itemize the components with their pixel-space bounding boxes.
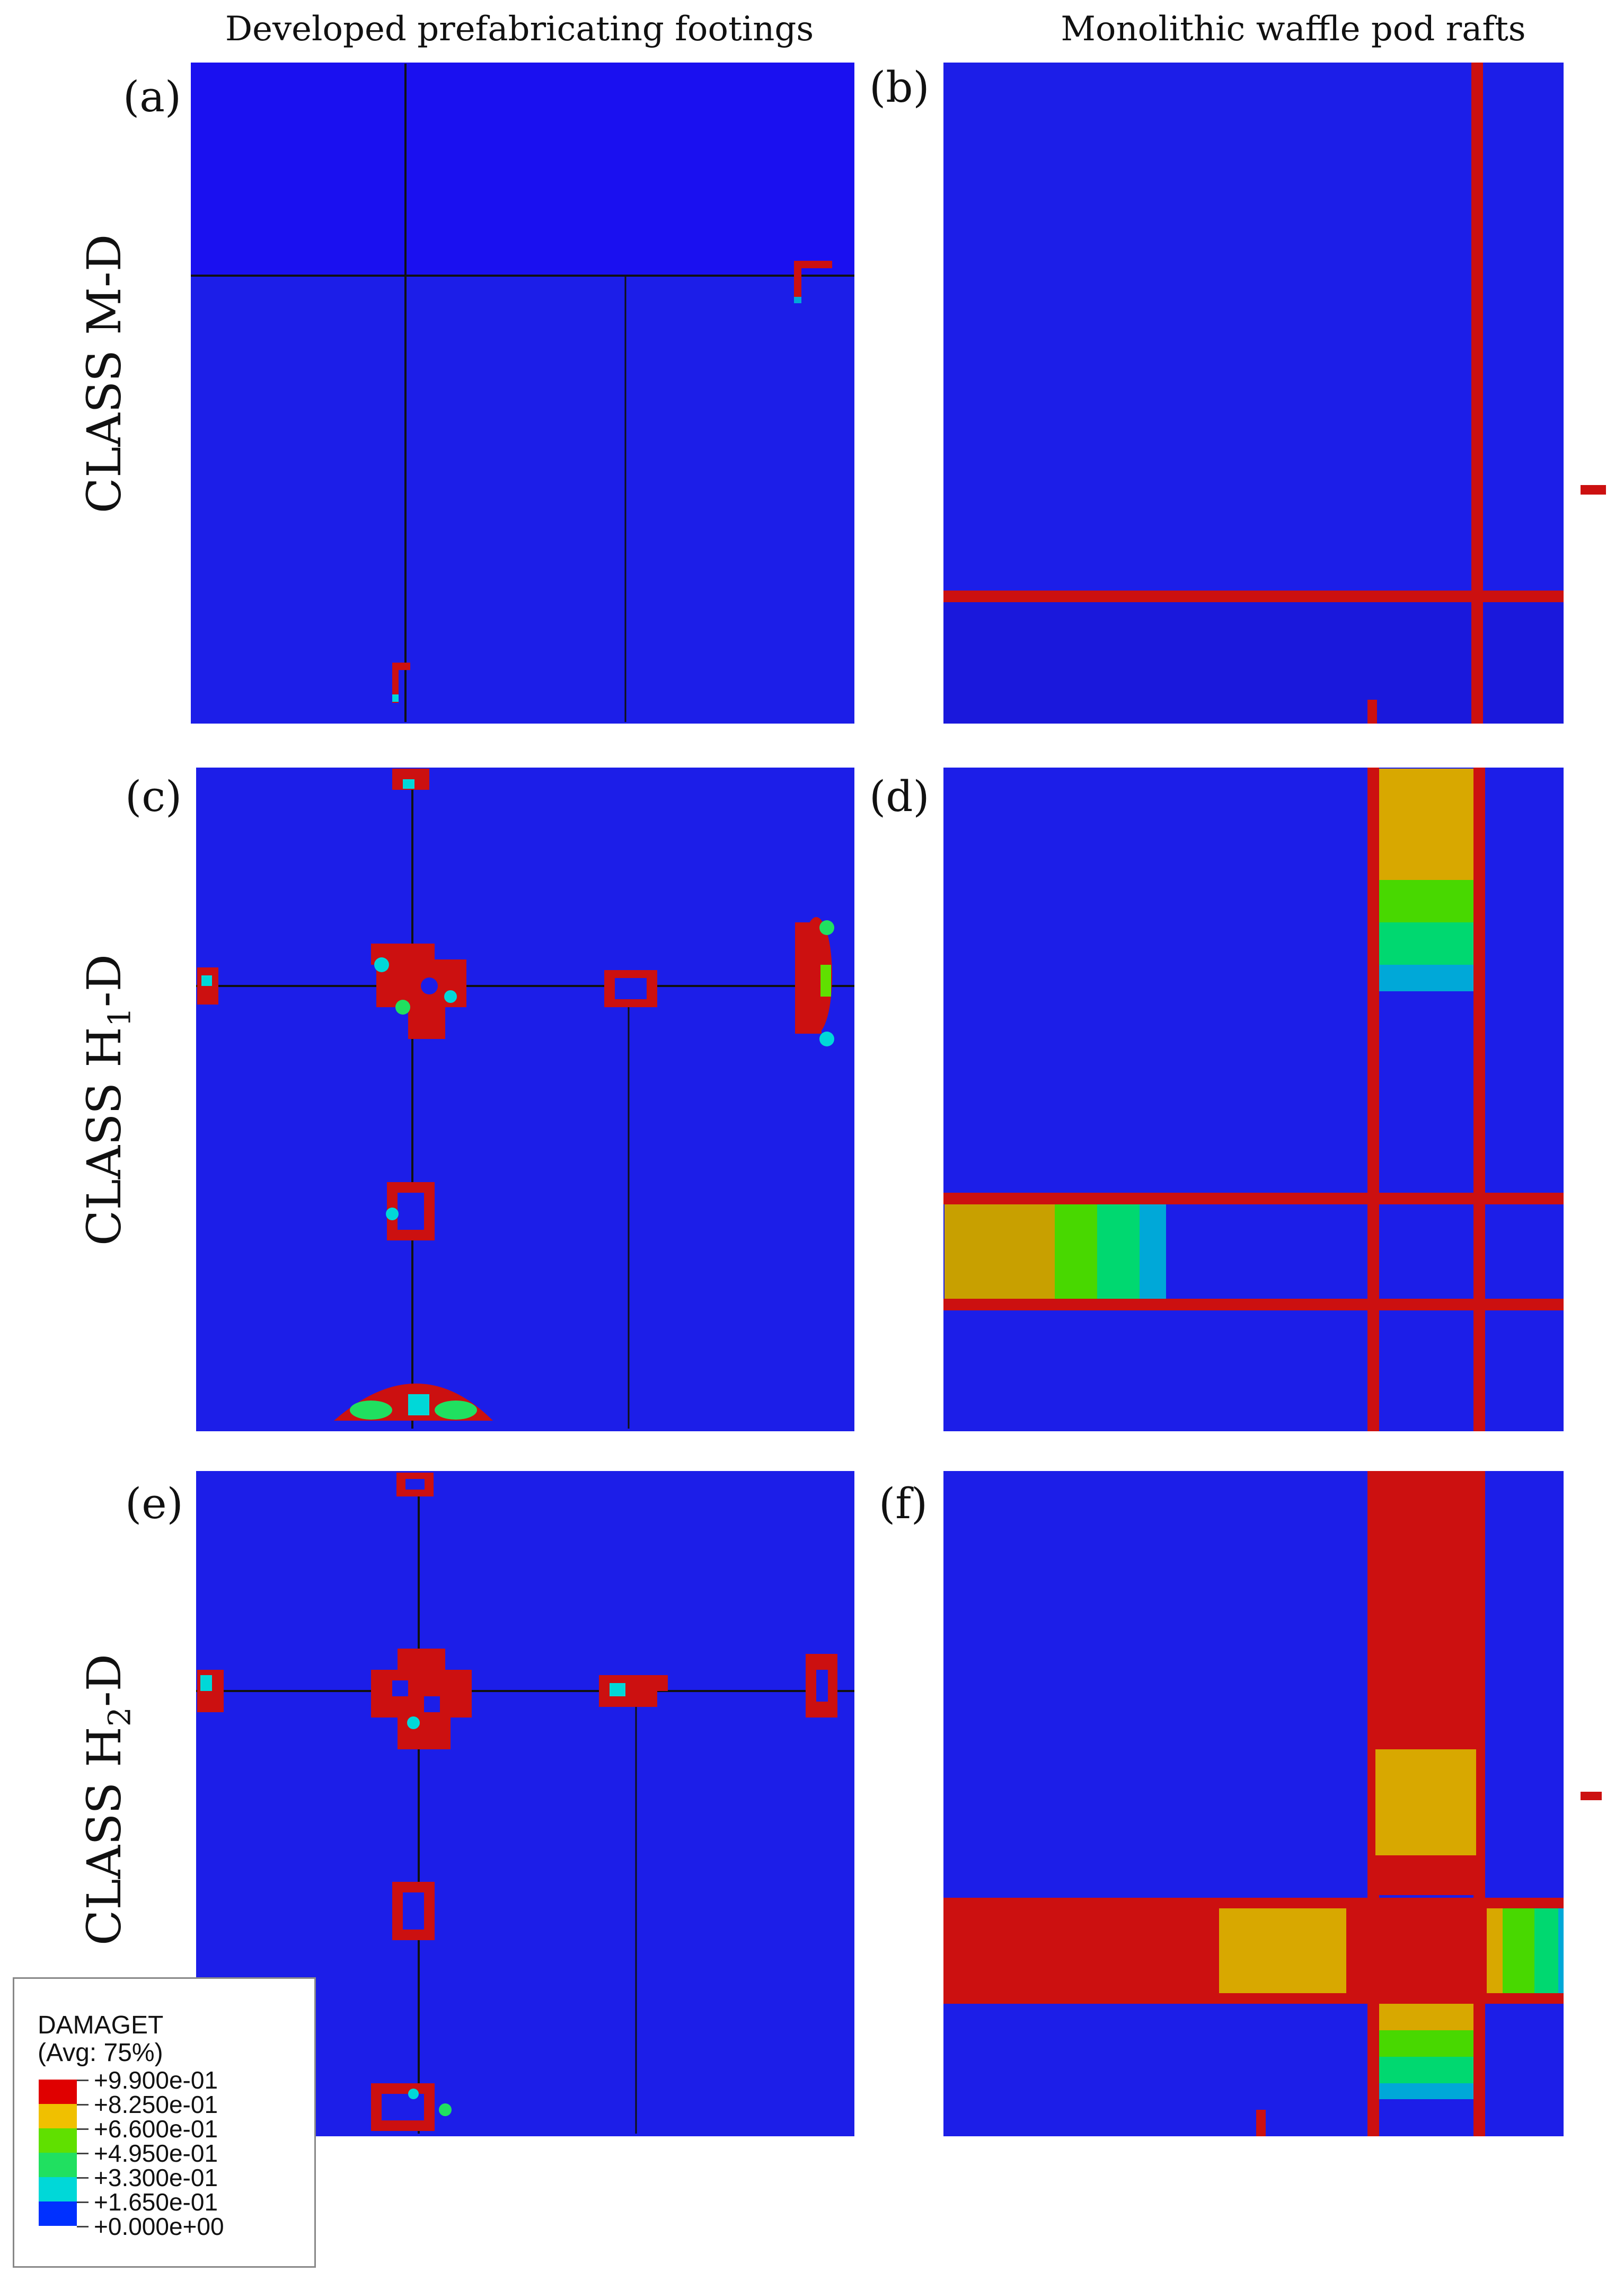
- panel-label-b: (b): [869, 63, 930, 112]
- panel-c-contour: [196, 768, 854, 1431]
- legend-value-2: +8.250e-01: [94, 2091, 218, 2118]
- legend-swatch-4: [39, 2153, 77, 2177]
- panel-label-e: (e): [125, 1479, 183, 1528]
- legend-value-6: +1.650e-01: [94, 2188, 218, 2216]
- legend-swatch-1: [39, 2080, 77, 2104]
- legend-tick: [77, 2153, 89, 2154]
- panel-label-d: (d): [869, 772, 930, 821]
- panel-b-contour: [943, 63, 1606, 724]
- legend-tick: [77, 2080, 89, 2081]
- panel-label-f: (f): [879, 1479, 928, 1528]
- legend-value-4: +4.950e-01: [94, 2139, 218, 2167]
- legend-tick: [77, 2226, 89, 2227]
- legend-swatch-5: [39, 2177, 77, 2201]
- legend-swatch-2: [39, 2104, 77, 2128]
- panel-f-contour: [943, 1471, 1602, 2136]
- legend-title: DAMAGET: [38, 2011, 164, 2039]
- panel-label-a: (a): [123, 72, 182, 121]
- legend-swatch-3: [39, 2128, 77, 2153]
- legend-tick: [77, 2177, 89, 2179]
- legend-tick: [77, 2128, 89, 2130]
- damage-cluster: [197, 769, 834, 1421]
- panel-label-c: (c): [125, 772, 182, 821]
- legend-tick: [77, 2104, 89, 2106]
- panel-a-contour: [191, 63, 854, 724]
- damage-legend: DAMAGET (Avg: 75%) +9.900e-01 +8.250e-01…: [13, 1977, 316, 2268]
- legend-value-7: +0.000e+00: [94, 2213, 224, 2240]
- column-title-right: Monolithic waffle pod rafts: [1061, 10, 1526, 49]
- legend-swatch-6: [39, 2201, 77, 2226]
- column-title-left: Developed prefabricating footings: [225, 10, 814, 49]
- panel-d-contour: [943, 768, 1564, 1431]
- legend-value-3: +6.600e-01: [94, 2115, 218, 2143]
- panel-e-contour: [196, 1471, 854, 2136]
- legend-value-5: +3.300e-01: [94, 2164, 218, 2191]
- damage-cluster: [197, 1473, 837, 2131]
- legend-subtitle: (Avg: 75%): [38, 2039, 163, 2067]
- legend-tick: [77, 2201, 89, 2203]
- legend-value-1: +9.900e-01: [94, 2066, 218, 2094]
